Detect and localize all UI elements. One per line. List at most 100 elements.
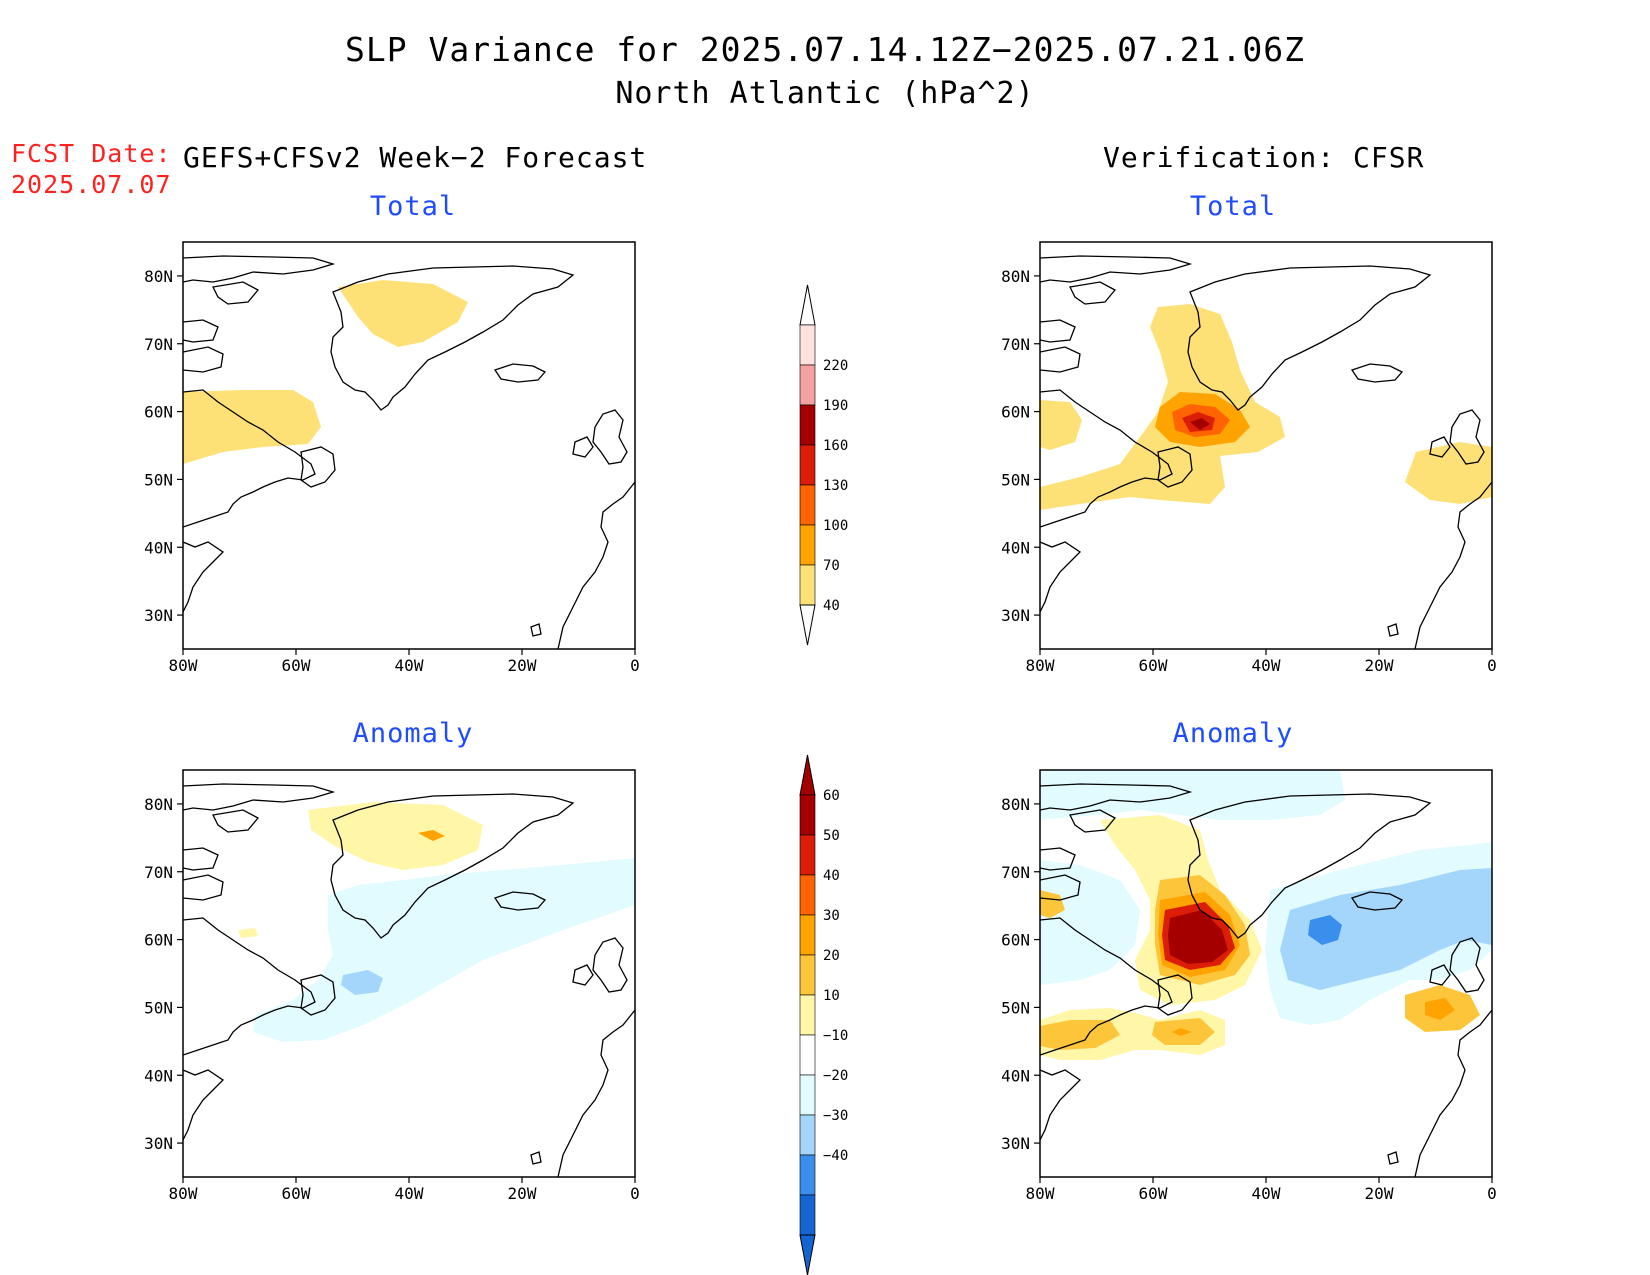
lon-tick-label: 20W <box>508 656 537 675</box>
colorbar-anomaly-top-arrow <box>799 754 816 796</box>
lon-tick-label: 60W <box>1139 656 1168 675</box>
lat-tick-label: 50N <box>144 998 173 1017</box>
lat-tick-label: 60N <box>1001 403 1030 422</box>
lat-tick-label: 40N <box>144 1066 173 1085</box>
colorbar-total-label: 160 <box>823 438 848 454</box>
colorbar-anomaly-label: 10 <box>823 988 840 1004</box>
colorbar-anomaly-label: 40 <box>823 868 840 884</box>
panel-title-fcst-total: Total <box>369 191 457 222</box>
lon-tick-label: 40W <box>1252 656 1281 675</box>
colorbar-anomaly-swatch <box>799 1074 816 1116</box>
lon-tick-label: 20W <box>1365 656 1394 675</box>
lon-tick-label: 80W <box>1026 1184 1055 1203</box>
map-panel-verification-anomaly <box>1039 769 1493 1178</box>
colorbar-anomaly-swatch <box>799 834 816 876</box>
lon-tick-label: 60W <box>282 1184 311 1203</box>
colorbar-total: 220 190 160 130 100 70 40 <box>799 284 848 646</box>
colorbar-total-label: 220 <box>823 358 848 374</box>
forecast-date-block: FCST Date: 2025.07.07 <box>11 138 172 200</box>
colorbar-total-label: 130 <box>823 478 848 494</box>
panel-title-fcst-anomaly: Anomaly <box>352 718 474 749</box>
forecast-date-value: 2025.07.07 <box>11 170 172 199</box>
colorbar-total-swatch <box>799 364 816 406</box>
lat-tick-label: 40N <box>1001 1066 1030 1085</box>
lon-tick-label: 20W <box>508 1184 537 1203</box>
colorbar-anomaly-label: 60 <box>823 788 840 804</box>
colorbar-anomaly-swatch <box>799 994 816 1036</box>
colorbar-total-swatch <box>799 524 816 566</box>
colorbar-anomaly-swatch <box>799 1154 816 1196</box>
lat-tick-label: 60N <box>144 931 173 950</box>
colorbar-anomaly-label: −30 <box>823 1108 848 1124</box>
lat-tick-label: 60N <box>1001 931 1030 950</box>
colorbar-anomaly-label: 50 <box>823 828 840 844</box>
forecast-date-label: FCST Date: <box>11 139 172 168</box>
lon-tick-label: 40W <box>1252 1184 1281 1203</box>
colorbar-total-top-cap <box>799 284 816 326</box>
colorbar-total-label: 190 <box>823 398 848 414</box>
colorbar-anomaly-label: −20 <box>823 1068 848 1084</box>
figure-title: SLP Variance for 2025.07.14.12Z−2025.07.… <box>345 30 1305 69</box>
lon-tick-label: 40W <box>395 1184 424 1203</box>
map-panel-forecast-total <box>182 241 636 650</box>
lon-tick-label: 0 <box>1487 656 1497 675</box>
lat-tick-label: 70N <box>1001 863 1030 882</box>
lat-tick-label: 70N <box>144 863 173 882</box>
colorbar-anomaly: 60 50 40 30 20 10 −10 −20 −30 −40 <box>799 754 848 1275</box>
lat-tick-label: 60N <box>144 403 173 422</box>
lat-tick-label: 30N <box>1001 1134 1030 1153</box>
lat-tick-label: 30N <box>144 606 173 625</box>
lon-tick-label: 0 <box>630 1184 640 1203</box>
lat-tick-label: 70N <box>144 335 173 354</box>
colorbar-anomaly-swatch <box>799 1194 816 1236</box>
lat-tick-label: 80N <box>144 795 173 814</box>
colorbar-anomaly-swatch <box>799 1034 816 1076</box>
colorbar-anomaly-label: 20 <box>823 948 840 964</box>
colorbar-anomaly-label: −40 <box>823 1148 848 1164</box>
lon-tick-label: 40W <box>395 656 424 675</box>
colorbar-total-swatch <box>799 444 816 486</box>
colorbar-total-label: 100 <box>823 518 848 534</box>
panel-title-verif-total: Total <box>1189 191 1277 222</box>
colorbar-anomaly-swatch <box>799 1114 816 1156</box>
lat-tick-label: 80N <box>1001 795 1030 814</box>
left-column-title: GEFS+CFSv2 Week−2 Forecast <box>183 141 648 174</box>
lat-tick-label: 30N <box>144 1134 173 1153</box>
colorbar-anomaly-swatch <box>799 874 816 916</box>
figure-subtitle: North Atlantic (hPa^2) <box>615 76 1035 111</box>
lat-tick-label: 50N <box>144 470 173 489</box>
lat-tick-label: 30N <box>1001 606 1030 625</box>
lon-tick-label: 20W <box>1365 1184 1394 1203</box>
colorbar-anomaly-swatch <box>799 794 816 836</box>
lat-tick-label: 50N <box>1001 470 1030 489</box>
lon-tick-label: 80W <box>169 656 198 675</box>
colorbar-total-swatch <box>799 564 816 606</box>
colorbar-anomaly-swatch <box>799 914 816 956</box>
lon-tick-label: 60W <box>282 656 311 675</box>
lat-tick-label: 80N <box>1001 267 1030 286</box>
colorbar-total-bottom-cap <box>799 604 816 646</box>
lon-tick-label: 0 <box>630 656 640 675</box>
map-panel-forecast-anomaly <box>182 769 636 1178</box>
right-column-title: Verification: CFSR <box>1103 141 1425 174</box>
colorbar-total-swatch <box>799 404 816 446</box>
colorbar-total-swatch <box>799 324 816 366</box>
lon-tick-label: 80W <box>1026 656 1055 675</box>
map-axes: 80W 60W 40W 20W 0 80N 70N 60N 50N 40N 30N 80W 60W 40W… <box>144 267 1497 1203</box>
colorbar-anomaly-label: 30 <box>823 908 840 924</box>
lon-tick-label: 60W <box>1139 1184 1168 1203</box>
lon-tick-label: 80W <box>169 1184 198 1203</box>
lat-tick-label: 50N <box>1001 998 1030 1017</box>
lon-tick-label: 0 <box>1487 1184 1497 1203</box>
colorbar-anomaly-swatch <box>799 954 816 996</box>
lat-tick-label: 40N <box>1001 538 1030 557</box>
colorbar-anomaly-label: −10 <box>823 1028 848 1044</box>
lat-tick-label: 40N <box>144 538 173 557</box>
colorbar-total-label: 70 <box>823 558 840 574</box>
colorbar-total-label: 40 <box>823 598 840 614</box>
lat-tick-label: 80N <box>144 267 173 286</box>
colorbar-total-swatch <box>799 484 816 526</box>
panel-title-verif-anomaly: Anomaly <box>1172 718 1294 749</box>
map-panel-verification-total <box>1039 241 1493 650</box>
